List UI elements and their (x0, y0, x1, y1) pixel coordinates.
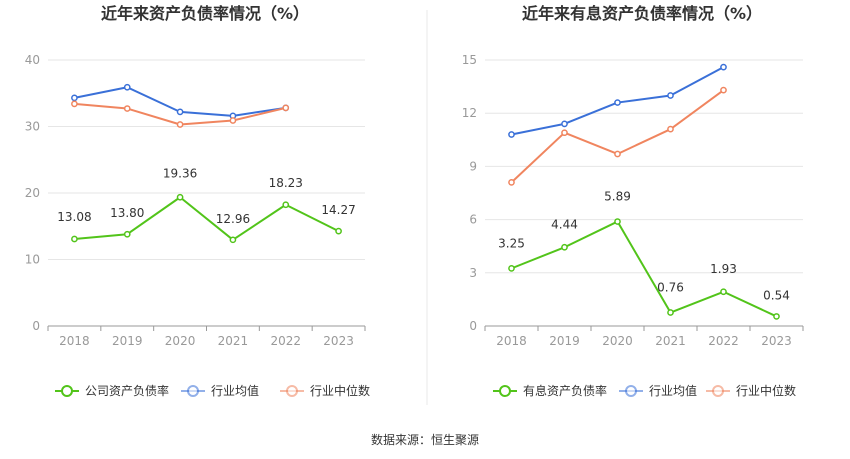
data-point (71, 100, 78, 108)
legend-marker (712, 385, 724, 397)
y-tick-label: 20 (25, 186, 40, 200)
data-point (176, 121, 184, 128)
x-tick-label: 2018 (59, 334, 90, 348)
legend-marker (187, 385, 199, 397)
data-label: 19.36 (163, 166, 197, 180)
x-tick-label: 2019 (112, 334, 143, 348)
data-point (176, 193, 184, 201)
x-tick-label: 2022 (708, 334, 739, 348)
data-label: 13.08 (57, 210, 91, 224)
data-point (667, 309, 674, 316)
data-label: 4.44 (551, 217, 578, 231)
data-point (123, 230, 131, 238)
y-tick-label: 10 (25, 253, 40, 267)
series-line (511, 220, 777, 318)
y-tick-label: 12 (462, 106, 477, 120)
series-line (74, 196, 340, 241)
x-tick-label: 2020 (165, 334, 196, 348)
data-label: 14.27 (321, 203, 355, 217)
data-point (282, 104, 290, 112)
data-point (561, 243, 568, 251)
legend-label: 行业中位数 (310, 383, 370, 398)
data-point (720, 86, 727, 94)
data-point (561, 120, 568, 128)
data-point (229, 236, 237, 244)
data-label: 0.76 (657, 281, 684, 295)
x-tick-label: 2021 (655, 334, 686, 348)
chart-interest-debt-ratio: 近年来有息资产负债率情况（%） 0 3 6 9 12 15 2018 2019 2020 2021 2… (462, 4, 804, 398)
data-label: 5.89 (604, 190, 631, 204)
data-point (508, 179, 515, 186)
x-tick-label: 2019 (549, 334, 580, 348)
data-point (282, 201, 290, 209)
x-tick-label: 2023 (761, 334, 792, 348)
data-point (123, 83, 131, 91)
data-point (720, 63, 727, 71)
data-point (614, 150, 621, 158)
legend-label: 有息资产负债率 (523, 383, 607, 398)
data-point (773, 313, 780, 320)
legend-label: 行业均值 (211, 383, 259, 398)
data-point (229, 117, 237, 124)
data-point (667, 125, 674, 133)
data-label: 3.25 (498, 236, 525, 250)
x-tick-label: 2021 (218, 334, 249, 348)
y-tick-label: 9 (469, 159, 477, 173)
x-tick-label: 2018 (496, 334, 527, 348)
chart-debt-ratio: 近年来资产负债率情况（%） 0 10 20 30 40 2018 2019 2020 2021 20… (25, 4, 370, 398)
source-text: 数据来源：恒生聚源 (371, 432, 479, 447)
x-tick-label: 2023 (323, 334, 354, 348)
data-point (561, 129, 568, 137)
data-point (508, 131, 515, 138)
y-tick-label: 40 (25, 53, 40, 67)
y-tick-label: 15 (462, 53, 477, 67)
data-label: 18.23 (269, 176, 303, 190)
data-point (614, 99, 621, 106)
data-point (720, 288, 727, 296)
chart-title: 近年来资产负债率情况（%） (101, 4, 309, 23)
data-point (176, 108, 184, 116)
y-tick-label: 30 (25, 120, 40, 134)
legend-label: 行业均值 (649, 383, 697, 398)
legend-marker (61, 385, 73, 397)
x-tick-label: 2020 (602, 334, 633, 348)
legend-marker (286, 385, 298, 397)
data-label: 13.80 (110, 206, 144, 220)
data-label: 12.96 (216, 212, 250, 226)
data-label: 1.93 (710, 262, 737, 276)
y-tick-label: 3 (469, 266, 477, 280)
y-tick-label: 0 (32, 319, 40, 333)
data-point (71, 94, 78, 102)
data-point (508, 265, 515, 272)
x-tick-label: 2022 (270, 334, 301, 348)
data-point (71, 235, 78, 243)
data-point (614, 218, 621, 225)
y-tick-label: 0 (469, 319, 477, 333)
legend-marker (499, 385, 511, 397)
y-tick-label: 6 (469, 213, 477, 227)
data-point (667, 92, 674, 99)
chart-title: 近年来有息资产负债率情况（%） (522, 4, 762, 23)
legend-marker (625, 385, 637, 397)
data-point (335, 227, 342, 235)
data-label: 0.54 (763, 288, 790, 302)
legend-label: 公司资产负债率 (85, 383, 169, 398)
legend-label: 行业中位数 (736, 383, 796, 398)
data-point (123, 105, 131, 112)
